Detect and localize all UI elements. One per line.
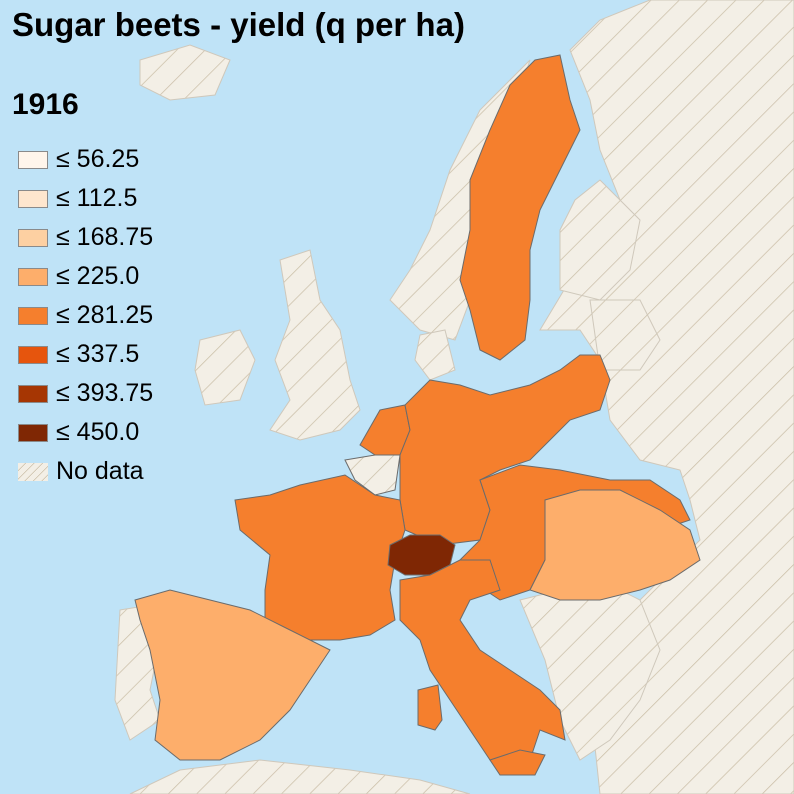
- country-germany[interactable]: [399, 354, 611, 546]
- country-belgium[interactable]: [344, 454, 401, 496]
- legend-item: ≤ 337.5: [18, 335, 153, 374]
- legend-swatch: [18, 423, 48, 442]
- no-data-iceland: [139, 44, 231, 101]
- no-data-finland: [559, 179, 641, 301]
- legend-label: ≤ 56.25: [56, 145, 140, 173]
- legend-label: ≤ 337.5: [56, 340, 140, 368]
- legend-swatch: [18, 345, 48, 364]
- legend-item: ≤ 393.75: [18, 374, 153, 413]
- map-title: Sugar beets - yield (q per ha): [12, 6, 465, 43]
- no-data-north-africa: [129, 759, 471, 794]
- legend-label-no-data: No data: [56, 457, 144, 485]
- legend-swatch: [18, 228, 48, 247]
- no-data-denmark: [414, 329, 456, 381]
- legend-item: ≤ 281.25: [18, 296, 153, 335]
- legend-item: ≤ 225.0: [18, 257, 153, 296]
- legend-swatch: [18, 150, 48, 169]
- map-year: 1916: [12, 88, 79, 121]
- country-spain[interactable]: [134, 589, 331, 761]
- legend-label: ≤ 112.5: [56, 184, 138, 212]
- country-italy[interactable]: [399, 559, 566, 771]
- legend-swatch-no-data: [18, 462, 48, 481]
- country-italy-sicily[interactable]: [489, 749, 546, 776]
- country-hungary[interactable]: [529, 489, 701, 601]
- legend-swatch: [18, 189, 48, 208]
- legend-item: ≤ 112.5: [18, 179, 153, 218]
- legend-swatch: [18, 384, 48, 403]
- legend-label: ≤ 168.75: [56, 223, 154, 251]
- legend-item: ≤ 168.75: [18, 218, 153, 257]
- legend-item: ≤ 450.0: [18, 413, 153, 452]
- no-data-uk: [269, 249, 361, 441]
- no-data-ireland: [194, 329, 256, 406]
- legend-label: ≤ 281.25: [56, 301, 154, 329]
- legend-label: ≤ 225.0: [56, 262, 140, 290]
- legend-label: ≤ 450.0: [56, 418, 140, 446]
- legend-item-no-data: No data: [18, 452, 153, 491]
- country-sweden[interactable]: [459, 54, 581, 361]
- legend-item: ≤ 56.25: [18, 140, 153, 179]
- country-france[interactable]: [234, 474, 406, 641]
- legend: ≤ 56.25 ≤ 112.5 ≤ 168.75 ≤ 225.0 ≤ 281.2…: [18, 140, 153, 491]
- legend-swatch: [18, 267, 48, 286]
- country-italy-sardinia[interactable]: [417, 684, 443, 731]
- legend-swatch: [18, 306, 48, 325]
- legend-label: ≤ 393.75: [56, 379, 154, 407]
